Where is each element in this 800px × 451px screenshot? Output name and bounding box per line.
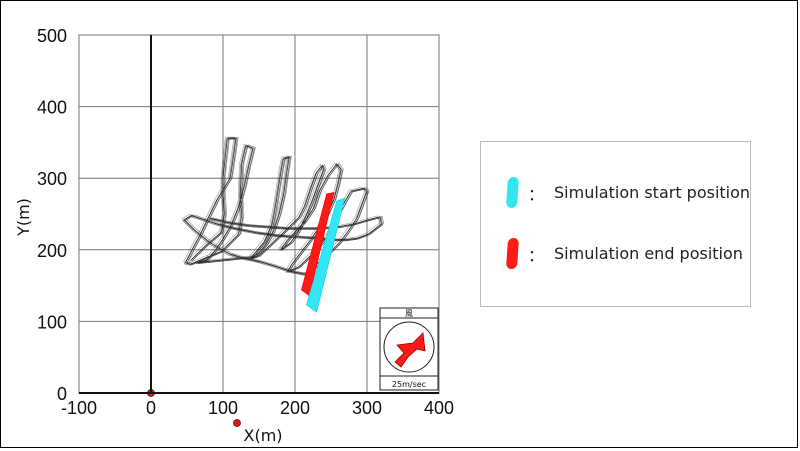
x-label-marker (233, 419, 241, 427)
trajectory-path (183, 137, 382, 275)
trajectory-path-overlay (181, 136, 380, 274)
x-tick-label: 300 (352, 398, 382, 418)
y-tick-label: 500 (37, 26, 67, 46)
wind-panel: 風 25m/sec (379, 307, 439, 391)
y-tick-label: 300 (37, 169, 67, 189)
y-axis-label: Y(m) (14, 198, 33, 237)
y-tick-label: 400 (37, 98, 67, 118)
legend-item-start: ： Simulation start position (505, 177, 751, 208)
x-axis-label: X(m) (243, 426, 282, 445)
wind-arrow (394, 332, 426, 368)
legend-prefix-end: ： (528, 245, 545, 265)
legend-item-end: ： Simulation end position (505, 238, 743, 269)
wind-top-label: 風 (405, 309, 413, 318)
trajectory-path-overlay (182, 138, 381, 276)
trajectory-path-overlay (184, 138, 383, 276)
y-tick-label: 0 (57, 384, 67, 404)
trajectory-path-overlay (185, 137, 384, 274)
data-layer (147, 136, 384, 397)
x-tick-label: -100 (61, 398, 97, 418)
x-tick-label: 100 (208, 398, 238, 418)
y-tick-label: 200 (37, 241, 67, 261)
legend-box: ： Simulation start position ： Simulation… (480, 141, 751, 307)
start-position-band (306, 197, 346, 313)
legend-swatch-end (505, 238, 520, 269)
legend-swatch-start (505, 177, 520, 208)
legend-prefix-start: ： (528, 184, 545, 204)
legend-label-start: Simulation start position (554, 183, 751, 202)
end-position-band (301, 191, 335, 297)
x-tick-label: 400 (424, 398, 454, 418)
legend-label-end: Simulation end position (554, 244, 743, 263)
y-tick-label: 100 (37, 312, 67, 332)
x-tick-label: 200 (280, 398, 310, 418)
x-tick-label: 0 (146, 398, 156, 418)
wind-bottom-label: 25m/sec (392, 380, 426, 389)
